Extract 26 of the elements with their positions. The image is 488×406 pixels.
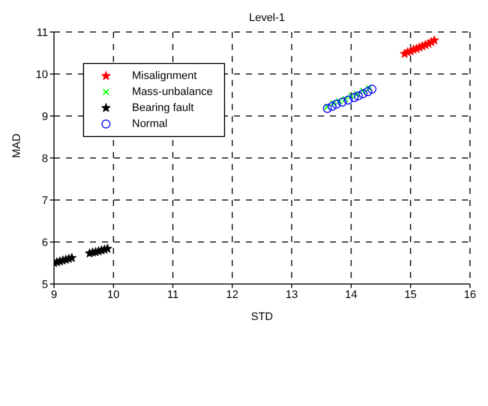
y-tick-label: 7 <box>42 194 48 207</box>
y-tick-label: 10 <box>36 68 48 81</box>
x-axis-title: STD <box>251 311 274 323</box>
x-tick-label: 15 <box>404 288 417 301</box>
x-tick-label: 14 <box>345 288 358 301</box>
point <box>430 35 440 45</box>
y-tick-label: 9 <box>42 110 48 123</box>
point <box>102 244 112 253</box>
chart-title: Level-1 <box>248 12 286 24</box>
x-tick-label: 10 <box>107 288 120 301</box>
y-axis-title: MAD <box>10 134 23 158</box>
x-tick-label: 12 <box>226 288 238 301</box>
legend-label: Misalignment <box>132 70 197 82</box>
legend-label: Mass-unbalance <box>132 86 213 98</box>
legend-label: Normal <box>132 118 168 130</box>
y-tick-label: 5 <box>42 278 48 291</box>
x-tick-label: 9 <box>50 288 58 301</box>
point <box>67 252 77 262</box>
x-tick-label: 16 <box>464 288 476 301</box>
x-tick-label: 13 <box>286 288 298 301</box>
y-tick-label: 6 <box>42 236 48 249</box>
x-tick-label: 11 <box>167 288 179 301</box>
y-tick-label: 8 <box>42 152 48 165</box>
y-tick-label: 11 <box>36 26 48 39</box>
legend-label: Bearing fault <box>132 102 194 114</box>
point <box>363 87 372 96</box>
